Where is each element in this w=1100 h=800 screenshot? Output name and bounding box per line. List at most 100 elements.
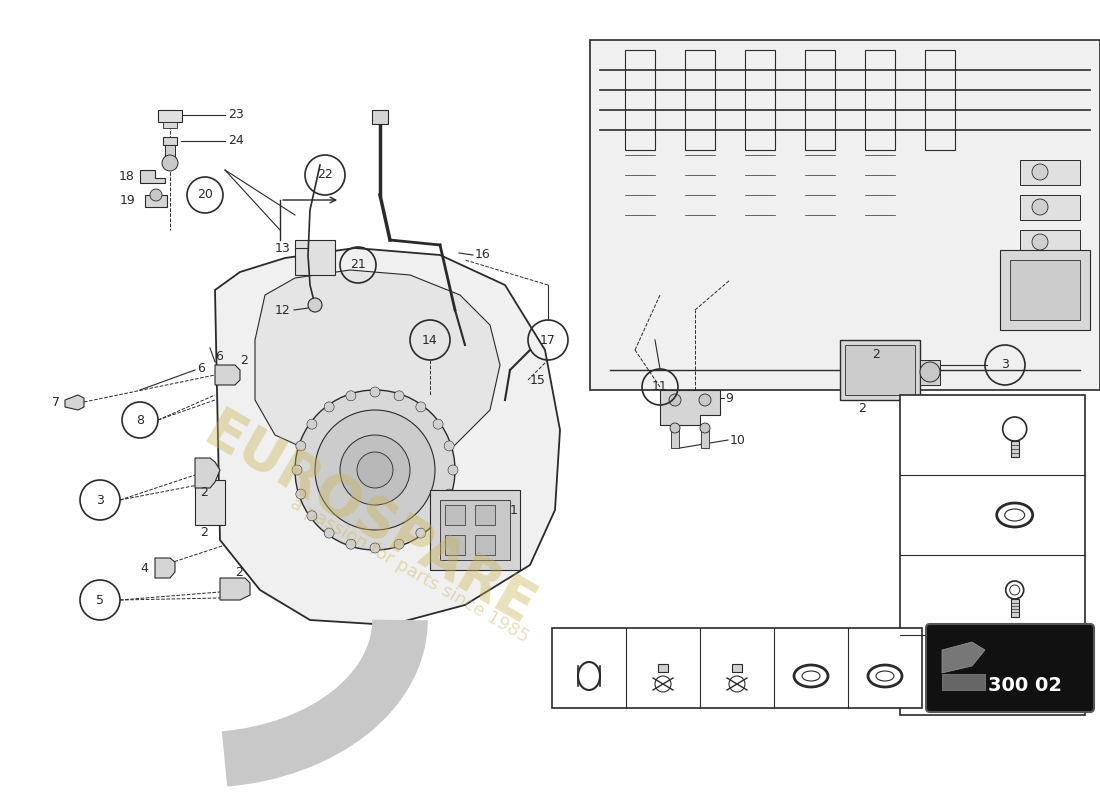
Bar [920, 360, 940, 385]
Bar [865, 50, 895, 150]
Circle shape [292, 465, 302, 475]
Text: 24: 24 [228, 134, 244, 147]
Polygon shape [195, 458, 220, 488]
Polygon shape [660, 390, 720, 425]
Bar [446, 505, 465, 525]
Circle shape [345, 539, 356, 549]
Bar [1011, 441, 1019, 457]
Circle shape [296, 489, 306, 499]
Circle shape [307, 511, 317, 521]
Bar [590, 40, 1100, 390]
Text: 17: 17 [540, 334, 556, 346]
Bar [552, 628, 922, 708]
Circle shape [920, 362, 940, 382]
Text: 20: 20 [197, 189, 213, 202]
Circle shape [340, 435, 410, 505]
Bar [1011, 679, 1019, 697]
Circle shape [324, 402, 334, 412]
Text: 9: 9 [725, 391, 733, 405]
Text: 14: 14 [422, 334, 438, 346]
Text: 15: 15 [530, 374, 546, 386]
Bar [1010, 260, 1080, 320]
Text: 18: 18 [119, 170, 135, 183]
FancyBboxPatch shape [926, 624, 1094, 712]
Bar [840, 340, 920, 400]
Polygon shape [65, 395, 84, 410]
Text: 10: 10 [730, 434, 746, 446]
Bar [158, 110, 182, 122]
Text: 17: 17 [557, 636, 573, 649]
Bar [1000, 250, 1090, 330]
Bar [1011, 599, 1019, 617]
Text: a passion for parts since 1985: a passion for parts since 1985 [287, 494, 532, 646]
Polygon shape [942, 642, 985, 673]
Bar [145, 195, 167, 207]
Bar [1020, 230, 1080, 255]
Circle shape [416, 528, 426, 538]
Text: EUROSPARE: EUROSPARE [196, 403, 544, 637]
Circle shape [296, 441, 306, 451]
Text: 6: 6 [214, 350, 223, 363]
Bar [925, 50, 955, 150]
Text: 3: 3 [1001, 358, 1009, 371]
Polygon shape [255, 270, 500, 465]
Bar [845, 345, 915, 395]
Text: 6: 6 [197, 362, 205, 374]
Circle shape [1032, 234, 1048, 250]
Circle shape [394, 391, 404, 401]
Text: 2: 2 [240, 354, 248, 366]
Circle shape [162, 155, 178, 171]
Circle shape [394, 539, 404, 549]
Text: 20: 20 [910, 428, 930, 442]
Text: 300 02: 300 02 [988, 676, 1062, 695]
Text: 11: 11 [652, 381, 668, 394]
Circle shape [444, 489, 454, 499]
Text: 21: 21 [705, 636, 720, 649]
Text: 22: 22 [317, 169, 333, 182]
Circle shape [370, 543, 379, 553]
Circle shape [433, 419, 443, 429]
Bar [1020, 265, 1080, 290]
Text: 8: 8 [910, 508, 920, 522]
Bar [446, 535, 465, 555]
Circle shape [669, 394, 681, 406]
Circle shape [370, 387, 379, 397]
Text: 2: 2 [200, 486, 208, 499]
Circle shape [698, 394, 711, 406]
Bar [625, 50, 654, 150]
Circle shape [433, 511, 443, 521]
Circle shape [1032, 164, 1048, 180]
Text: 22: 22 [631, 636, 647, 649]
Circle shape [700, 423, 710, 433]
Text: 21: 21 [350, 258, 366, 271]
Text: 5: 5 [96, 594, 104, 606]
Bar [745, 50, 776, 150]
Circle shape [308, 298, 322, 312]
Bar [805, 50, 835, 150]
Circle shape [295, 390, 455, 550]
Circle shape [444, 441, 454, 451]
Circle shape [307, 419, 317, 429]
Polygon shape [214, 365, 240, 385]
Bar [942, 674, 985, 690]
Text: 2: 2 [200, 526, 208, 539]
Bar [475, 535, 495, 555]
Text: 13: 13 [274, 242, 290, 254]
Polygon shape [220, 578, 250, 600]
Text: 2: 2 [858, 402, 866, 414]
Polygon shape [214, 248, 560, 625]
Bar [732, 664, 742, 672]
Bar [658, 664, 668, 672]
Polygon shape [155, 558, 175, 578]
Text: 3: 3 [96, 494, 103, 506]
Bar [163, 137, 177, 145]
Circle shape [358, 452, 393, 488]
Text: 3: 3 [910, 668, 920, 682]
Text: 2: 2 [872, 349, 880, 362]
Bar [685, 50, 715, 150]
Text: 7: 7 [52, 397, 60, 410]
Circle shape [448, 465, 458, 475]
Circle shape [1032, 269, 1048, 285]
Bar [195, 480, 226, 525]
Bar [430, 490, 520, 570]
